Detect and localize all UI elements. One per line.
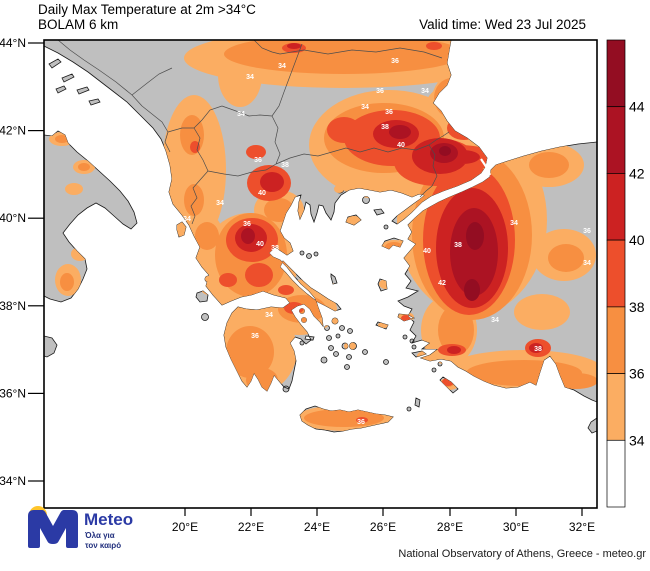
colorbar-label: 36 <box>629 366 645 382</box>
contour-label: 36 <box>391 58 399 65</box>
y-tick-label: 44°N <box>0 36 26 50</box>
contour-label: 34 <box>265 312 273 319</box>
contour-label: 40 <box>397 142 405 149</box>
contour-label: 34 <box>278 63 286 70</box>
colorbar-label: 38 <box>629 299 645 315</box>
colorbar-label: 40 <box>629 232 645 248</box>
contour-label: 36 <box>376 88 384 95</box>
colorbar-segment <box>606 239 626 308</box>
model-subtitle: BOLAM 6 km <box>38 17 119 32</box>
colorbar <box>606 39 626 508</box>
logo-m-icon <box>28 510 78 548</box>
brand-tagline-line1: Όλα για <box>84 531 115 540</box>
map-frame <box>43 39 598 509</box>
contour-label: 36 <box>357 419 365 426</box>
contour-label: 36 <box>583 228 591 235</box>
colorbar-label: 44 <box>629 99 645 115</box>
contour-label: 38 <box>454 242 462 249</box>
brand-tagline-line2: τον καιρό <box>85 541 121 550</box>
temp-region-44 <box>439 146 484 301</box>
contour-label: 36 <box>243 221 251 228</box>
meteo-logo: Meteo Όλα για τον καιρό <box>28 506 133 550</box>
contour-label: 40 <box>423 248 431 255</box>
contour-label: 34 <box>183 216 191 223</box>
colorbar-segment <box>606 39 626 108</box>
y-tick-label: 38°N <box>0 299 26 313</box>
contour-label: 34 <box>216 200 224 207</box>
attribution-text: National Observatory of Athens, Greece -… <box>398 548 646 560</box>
contour-label: 38 <box>534 346 542 353</box>
colorbar-labels: 44 42 40 38 36 34 <box>629 99 645 449</box>
contour-label: 40 <box>256 241 264 248</box>
y-axis <box>28 42 44 482</box>
y-tick-label: 36°N <box>0 386 26 400</box>
x-tick-label: 24°E <box>304 520 330 534</box>
x-tick-label: 32°E <box>569 520 595 534</box>
contour-label: 36 <box>254 157 262 164</box>
brand-name: Meteo <box>84 510 133 529</box>
colorbar-segment <box>606 439 626 508</box>
y-tick-label: 42°N <box>0 124 26 138</box>
temp-region-42 <box>241 124 498 297</box>
contour-label: 34 <box>510 220 518 227</box>
x-tick-label: 30°E <box>503 520 529 534</box>
page-title: Daily Max Temperature at 2m >34°C <box>38 2 256 17</box>
y-tick-label: 34°N <box>0 474 26 488</box>
y-axis-labels: 44°N 42°N 40°N 38°N 36°N 34°N <box>0 36 26 488</box>
x-tick-label: 26°E <box>370 520 396 534</box>
x-axis-labels: 20°E 22°E 24°E 26°E 28°E 30°E 32°E <box>172 520 595 534</box>
contour-label: 36 <box>251 333 259 340</box>
contour-value-labels: 34 34 36 34 36 34 34 36 38 40 36 38 40 3… <box>183 58 591 426</box>
colorbar-segment <box>606 106 626 174</box>
valid-time-label: Valid time: Wed 23 Jul 2025 <box>419 17 586 32</box>
contour-label: 38 <box>271 245 279 252</box>
colorbar-label: 34 <box>629 432 645 448</box>
x-tick-label: 28°E <box>437 520 463 534</box>
contour-label: 34 <box>246 74 254 81</box>
colorbar-segment <box>606 173 626 241</box>
temp-region-36 <box>55 40 597 427</box>
map-canvas: 34 34 36 34 36 34 34 36 38 40 36 38 40 3… <box>44 40 597 508</box>
y-tick-label: 40°N <box>0 211 26 225</box>
colorbar-segment <box>606 306 626 374</box>
contour-label: 34 <box>491 317 499 324</box>
contour-label: 40 <box>392 228 400 235</box>
contour-label: 34 <box>583 260 591 267</box>
contour-label: 34 <box>421 88 429 95</box>
temp-region-38 <box>190 42 551 423</box>
x-tick-label: 20°E <box>172 520 198 534</box>
contour-label: 38 <box>281 162 289 169</box>
contour-label: 34 <box>361 104 369 111</box>
x-axis <box>184 508 583 516</box>
colorbar-segment <box>606 373 626 441</box>
contour-label: 40 <box>258 190 266 197</box>
contour-label: 34 <box>237 111 245 118</box>
x-tick-label: 22°E <box>238 520 264 534</box>
dardanelles-strait-channel <box>403 200 429 223</box>
country-borders <box>57 40 450 225</box>
contour-label: 38 <box>381 124 389 131</box>
contour-label: 42 <box>438 280 446 287</box>
bosporus-strait-channel <box>480 158 492 176</box>
contour-label: 36 <box>385 109 393 116</box>
colorbar-label: 42 <box>629 165 645 181</box>
